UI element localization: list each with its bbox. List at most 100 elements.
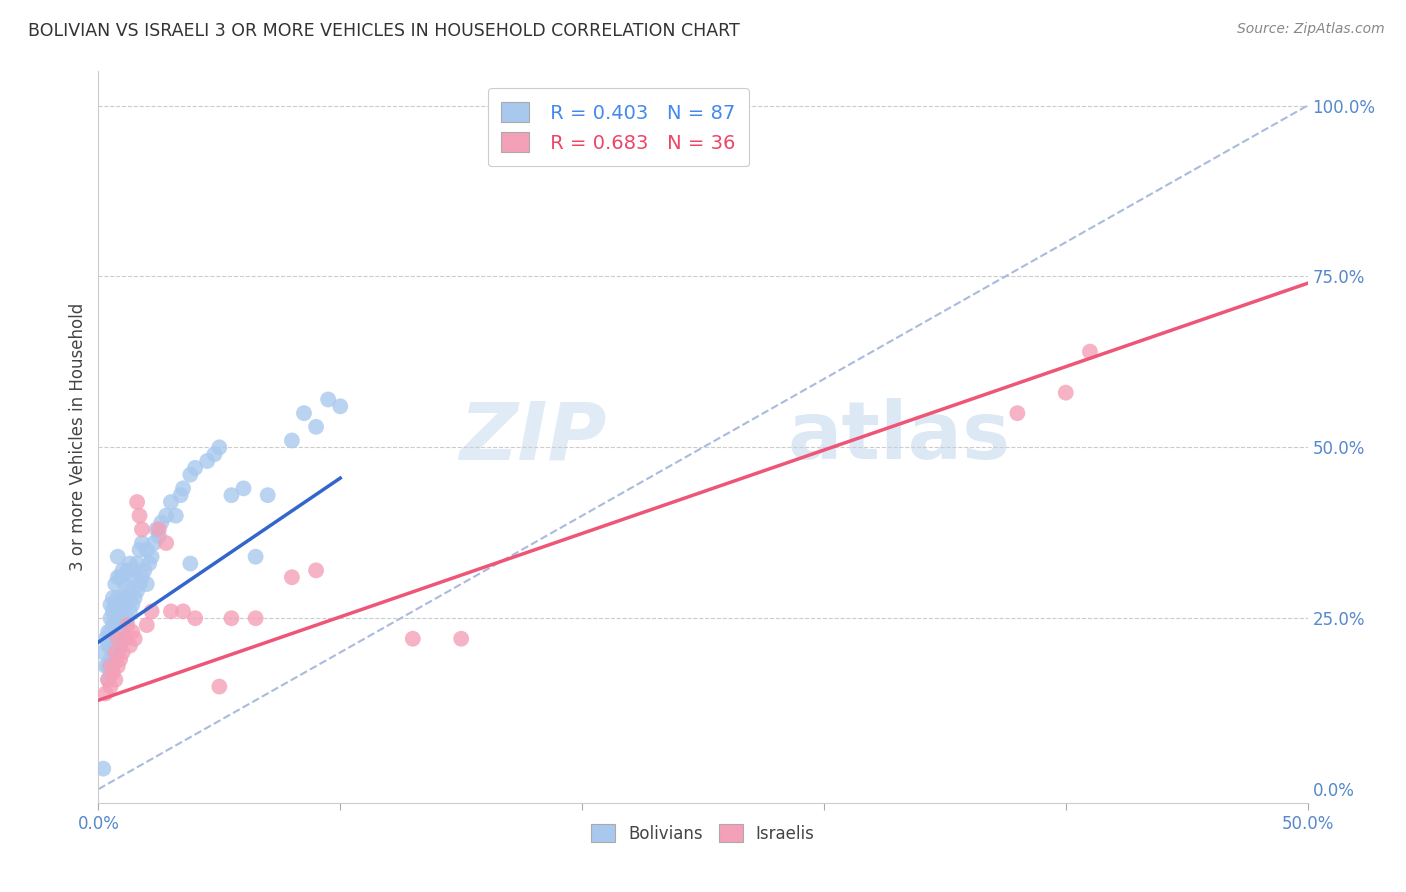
Point	[172, 481, 194, 495]
Point	[101, 645, 124, 659]
Point	[305, 420, 328, 434]
Point	[101, 632, 124, 646]
Point	[101, 618, 124, 632]
Point	[104, 673, 127, 687]
Point	[245, 549, 267, 564]
Point	[208, 440, 231, 454]
Point	[107, 549, 129, 564]
Point	[111, 611, 134, 625]
Point	[114, 632, 136, 646]
Point	[100, 639, 122, 653]
Point	[117, 618, 139, 632]
Point	[232, 481, 254, 495]
Point	[118, 583, 141, 598]
Point	[128, 577, 150, 591]
Point	[114, 598, 136, 612]
Point	[101, 591, 124, 605]
Point	[104, 645, 127, 659]
Y-axis label: 3 or more Vehicles in Household: 3 or more Vehicles in Household	[69, 303, 87, 571]
Point	[104, 632, 127, 646]
Point	[117, 563, 139, 577]
Point	[1054, 385, 1077, 400]
Point	[111, 632, 134, 646]
Point	[131, 522, 153, 536]
Point	[97, 639, 120, 653]
Point	[108, 598, 131, 612]
Point	[111, 591, 134, 605]
Point	[97, 624, 120, 639]
Point	[256, 488, 278, 502]
Point	[128, 542, 150, 557]
Point	[172, 604, 194, 618]
Text: ZIP: ZIP	[458, 398, 606, 476]
Point	[91, 762, 114, 776]
Point	[150, 516, 173, 530]
Point	[135, 542, 157, 557]
Point	[208, 680, 231, 694]
Point	[107, 659, 129, 673]
Point	[143, 536, 166, 550]
Point	[107, 591, 129, 605]
Point	[124, 632, 146, 646]
Point	[184, 460, 207, 475]
Point	[111, 645, 134, 659]
Point	[135, 577, 157, 591]
Point	[114, 577, 136, 591]
Point	[138, 557, 160, 571]
Point	[101, 659, 124, 673]
Point	[108, 618, 131, 632]
Point	[148, 529, 170, 543]
Point	[165, 508, 187, 523]
Point	[141, 604, 163, 618]
Point	[1007, 406, 1029, 420]
Point	[117, 611, 139, 625]
Point	[155, 508, 177, 523]
Point	[100, 665, 122, 680]
Point	[94, 632, 117, 646]
Point	[127, 557, 149, 571]
Point	[195, 454, 218, 468]
Point	[169, 488, 191, 502]
Point	[108, 639, 131, 653]
Point	[124, 563, 146, 577]
Point	[97, 673, 120, 687]
Point	[100, 680, 122, 694]
Point	[107, 632, 129, 646]
Point	[305, 563, 328, 577]
Point	[100, 624, 122, 639]
Point	[104, 652, 127, 666]
Point	[148, 522, 170, 536]
Point	[104, 577, 127, 591]
Point	[179, 467, 201, 482]
Point	[101, 665, 124, 680]
Point	[281, 570, 304, 584]
Text: Source: ZipAtlas.com: Source: ZipAtlas.com	[1237, 22, 1385, 37]
Point	[100, 652, 122, 666]
Point	[121, 570, 143, 584]
Point	[100, 659, 122, 673]
Point	[100, 611, 122, 625]
Point	[107, 570, 129, 584]
Point	[108, 570, 131, 584]
Point	[124, 591, 146, 605]
Point	[160, 604, 183, 618]
Point	[104, 618, 127, 632]
Point	[221, 611, 243, 625]
Point	[204, 447, 226, 461]
Point	[145, 522, 167, 536]
Text: atlas: atlas	[787, 398, 1011, 476]
Point	[329, 400, 352, 414]
Point	[111, 563, 134, 577]
Point	[179, 557, 201, 571]
Point	[127, 583, 149, 598]
Point	[108, 652, 131, 666]
Point	[402, 632, 425, 646]
Point	[101, 604, 124, 618]
Point	[121, 598, 143, 612]
Point	[221, 488, 243, 502]
Point	[281, 434, 304, 448]
Point	[94, 686, 117, 700]
Point	[131, 570, 153, 584]
Point	[135, 618, 157, 632]
Point	[155, 536, 177, 550]
